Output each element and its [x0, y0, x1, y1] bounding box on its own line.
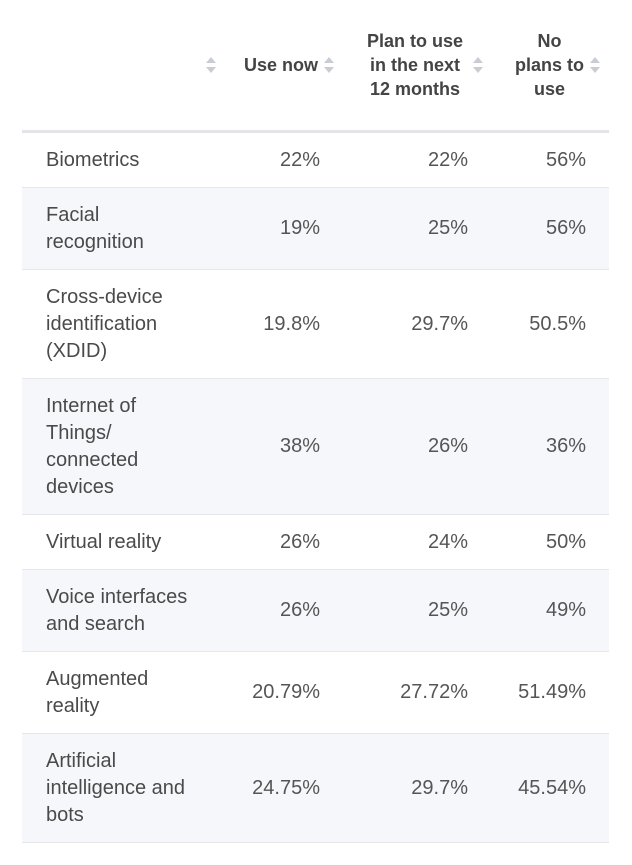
- column-header[interactable]: Plan to use in the next 12 months: [340, 0, 490, 133]
- value-cell: 22%: [340, 131, 490, 188]
- value-cell: 29.7%: [340, 733, 490, 843]
- row-label-cell: Virtual reality: [22, 514, 222, 570]
- sort-icon[interactable]: [206, 54, 216, 76]
- value-cell: 56%: [490, 131, 609, 188]
- column-header-text: No plans to use: [514, 31, 584, 99]
- row-label: Augmented reality: [46, 667, 149, 717]
- column-header-text: Use now: [244, 55, 319, 75]
- value-cell: 56%: [490, 187, 609, 270]
- table-row: Artificial intelligence and bots 24.75% 29…: [22, 733, 609, 843]
- row-label-cell: Voice interfaces and search: [22, 569, 222, 652]
- row-label-cell: Internet of Things/ connected devices: [22, 378, 222, 515]
- row-label: Voice interfaces and search: [46, 585, 188, 635]
- row-label: Virtual reality: [46, 530, 162, 553]
- value-cell: 27.72%: [340, 651, 490, 734]
- row-label-cell: Facial recognition: [22, 187, 222, 270]
- value-cell: 38%: [222, 378, 340, 515]
- table-row: Voice interfaces and search 26% 25% 49%: [22, 569, 609, 652]
- row-label: Facial recognition: [46, 203, 144, 253]
- table-row: Facial recognition 19% 25% 56%: [22, 187, 609, 270]
- row-label-cell: Biometrics: [22, 131, 222, 188]
- row-label-cell: Artificial intelligence and bots: [22, 733, 222, 843]
- column-header[interactable]: Use now: [222, 0, 340, 133]
- sort-icon[interactable]: [473, 54, 483, 76]
- table-body: Biometrics 22% 22% 56% Facial recognition 19%…: [22, 131, 609, 843]
- value-cell: 20.79%: [222, 651, 340, 734]
- sort-icon[interactable]: [324, 54, 334, 76]
- row-label: Cross-device identification (XDID): [46, 285, 163, 362]
- value-cell: 26%: [340, 378, 490, 515]
- column-header-text: Plan to use in the next 12 months: [366, 31, 464, 99]
- value-cell: 51.49%: [490, 651, 609, 734]
- value-cell: 22%: [222, 131, 340, 188]
- value-cell: 50.5%: [490, 269, 609, 379]
- value-cell: 24%: [340, 514, 490, 570]
- value-cell: 36%: [490, 378, 609, 515]
- data-table: Use now Plan to use in the next 12 months…: [22, 0, 609, 843]
- column-header[interactable]: No plans to use: [490, 0, 609, 133]
- sort-icon[interactable]: [590, 54, 600, 76]
- table-row: Biometrics 22% 22% 56%: [22, 131, 609, 188]
- value-cell: 49%: [490, 569, 609, 652]
- table-row: Cross-device identification (XDID) 19.8% 2…: [22, 269, 609, 379]
- row-label-cell: Augmented reality: [22, 651, 222, 734]
- row-label-cell: Cross-device identification (XDID): [22, 269, 222, 379]
- table-row: Augmented reality 20.79% 27.72% 51.49%: [22, 651, 609, 734]
- row-label: Biometrics: [46, 148, 140, 171]
- value-cell: 26%: [222, 569, 340, 652]
- value-cell: 26%: [222, 514, 340, 570]
- value-cell: 25%: [340, 569, 490, 652]
- header-cell[interactable]: [22, 0, 222, 133]
- value-cell: 19.8%: [222, 269, 340, 379]
- header-row: Use now Plan to use in the next 12 months…: [22, 0, 609, 133]
- value-cell: 19%: [222, 187, 340, 270]
- value-cell: 25%: [340, 187, 490, 270]
- row-label: Artificial intelligence and bots: [46, 749, 185, 826]
- value-cell: 29.7%: [340, 269, 490, 379]
- table-row: Virtual reality 26% 24% 50%: [22, 514, 609, 570]
- table-row: Internet of Things/ connected devices 38%…: [22, 378, 609, 515]
- row-label: Internet of Things/ connected devices: [46, 394, 139, 498]
- value-cell: 50%: [490, 514, 609, 570]
- value-cell: 24.75%: [222, 733, 340, 843]
- value-cell: 45.54%: [490, 733, 609, 843]
